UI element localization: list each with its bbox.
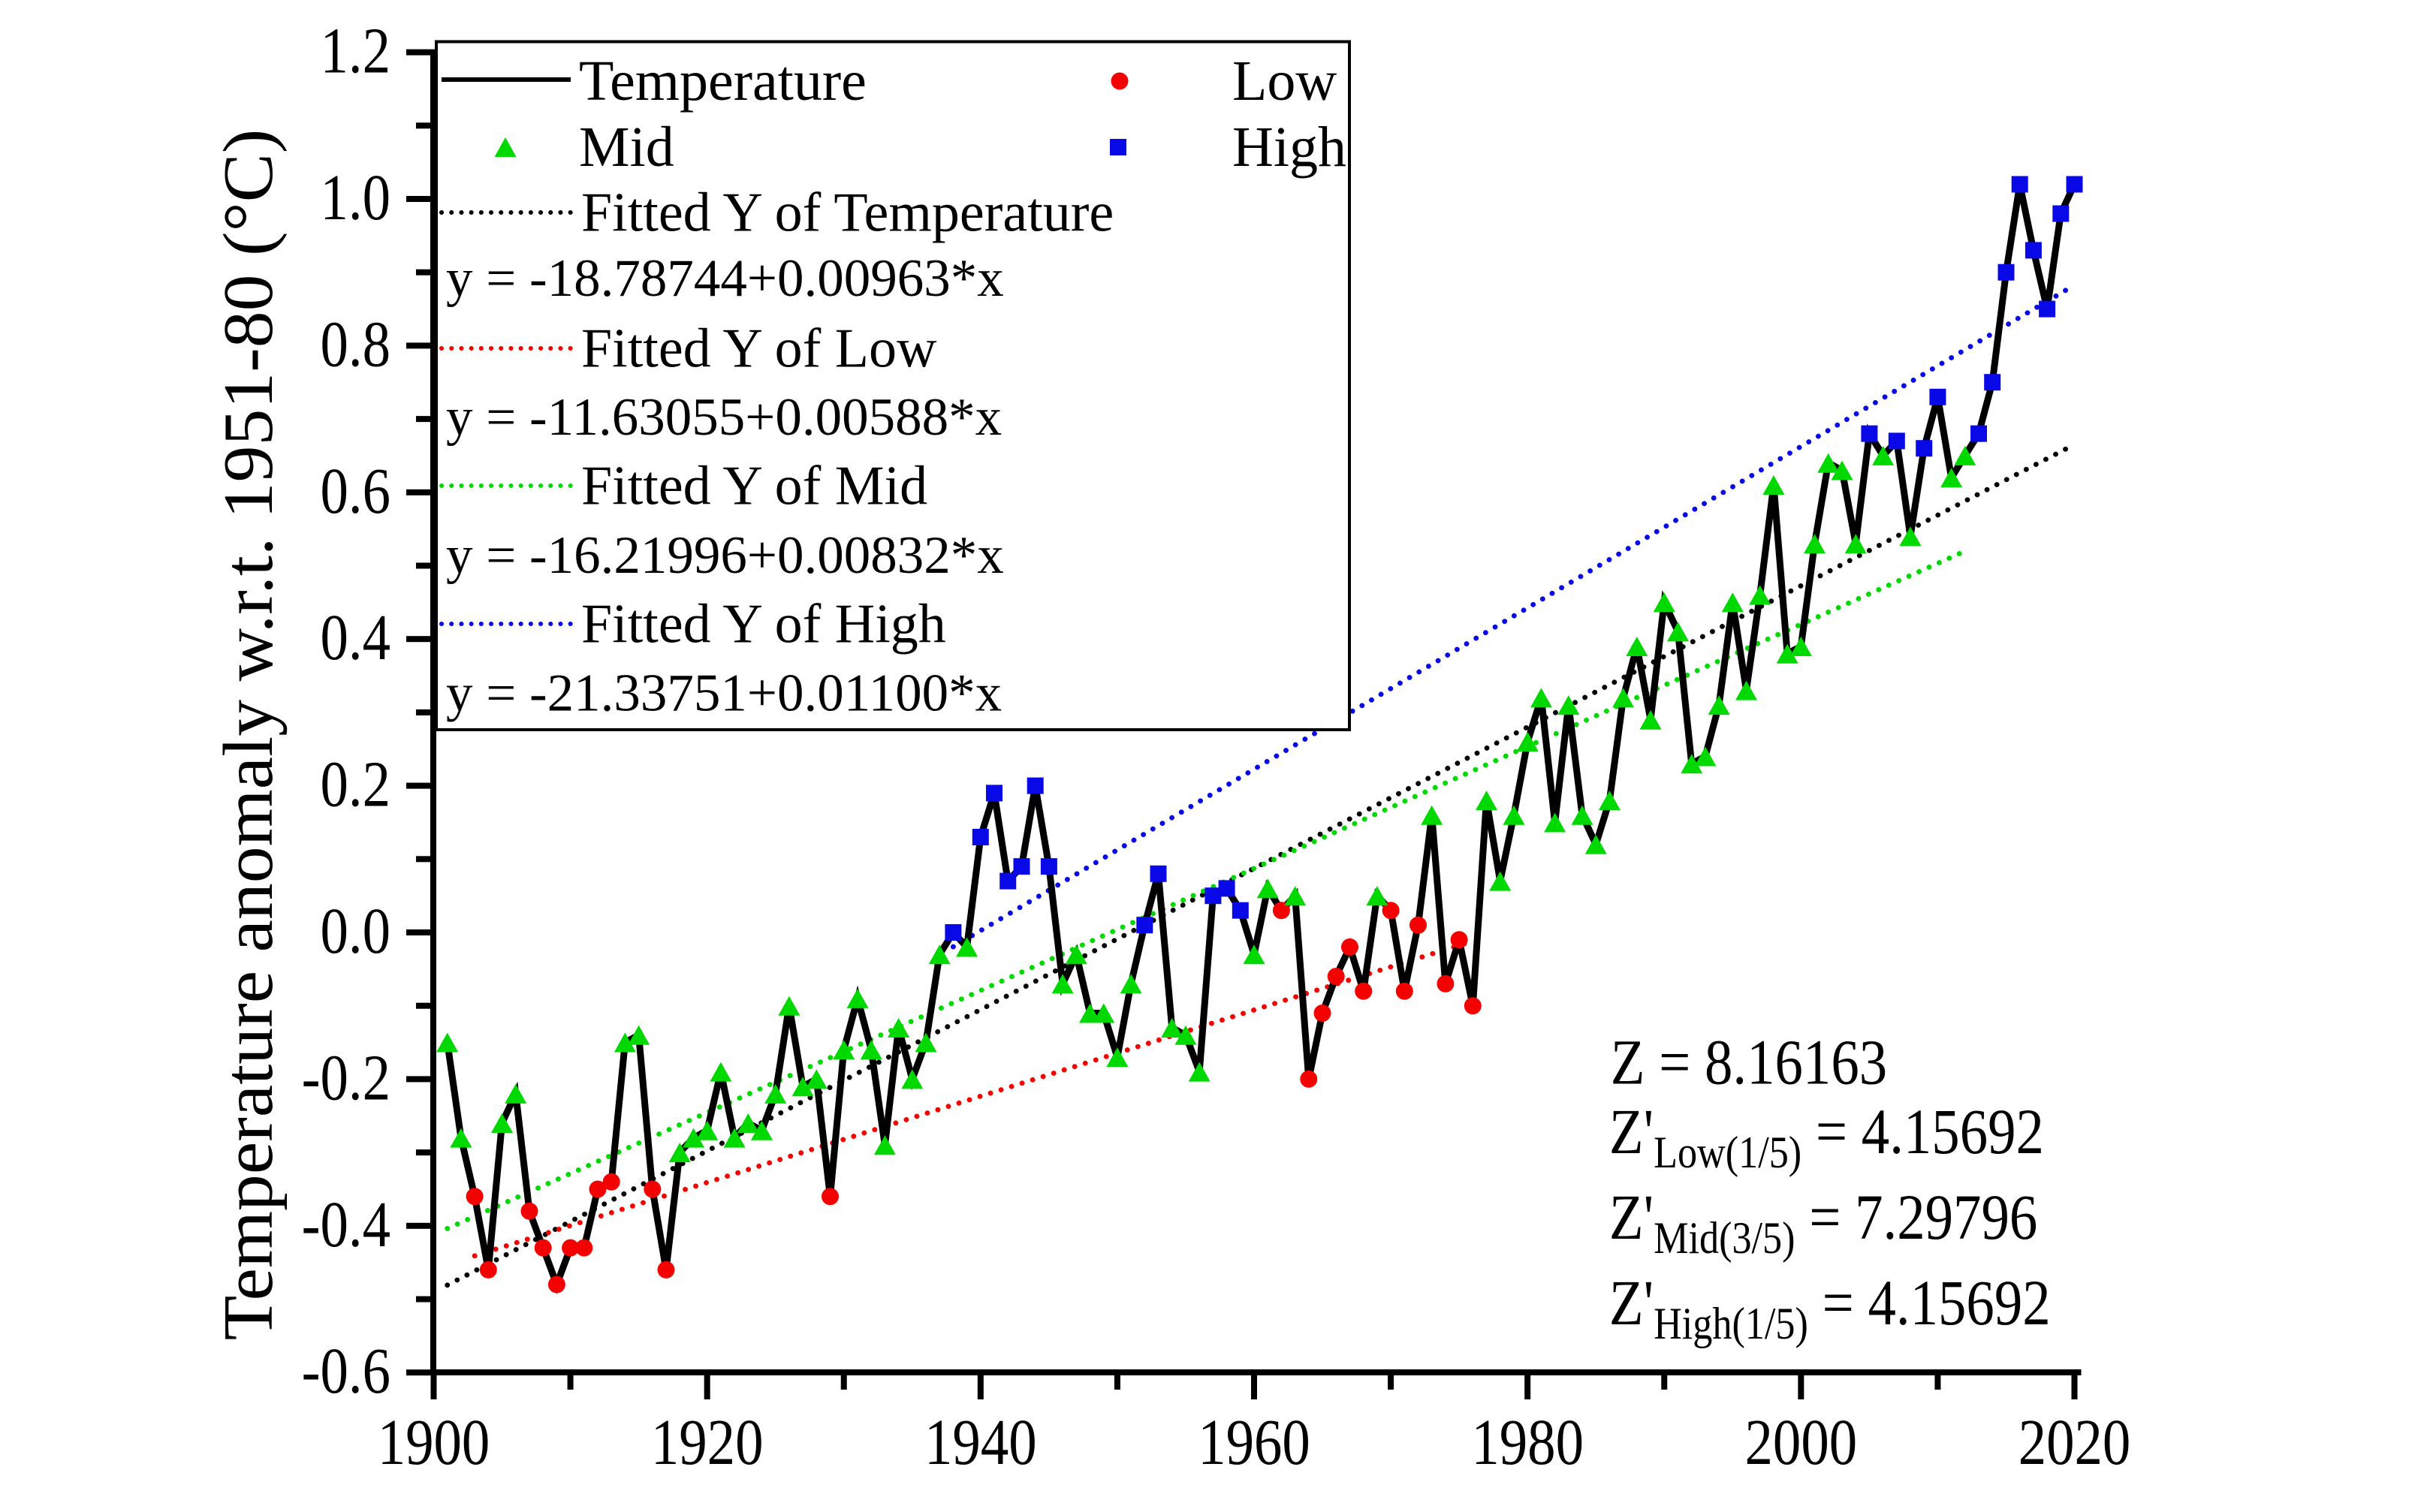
svg-text:-0.6: -0.6: [302, 1335, 390, 1408]
svg-text:-0.4: -0.4: [302, 1188, 390, 1261]
svg-text:2000: 2000: [1745, 1406, 1858, 1479]
svg-text:0.6: 0.6: [320, 455, 390, 528]
svg-text:0.2: 0.2: [320, 748, 390, 821]
svg-text:1960: 1960: [1198, 1406, 1310, 1479]
svg-text:Mid: Mid: [579, 116, 674, 179]
svg-text:y = -16.21996+0.00832*x: y = -16.21996+0.00832*x: [446, 526, 1004, 585]
svg-text:High: High: [1232, 116, 1346, 179]
svg-text:Fitted Y of High: Fitted Y of High: [581, 594, 946, 655]
svg-text:-0.2: -0.2: [302, 1041, 390, 1114]
svg-text:Low: Low: [1232, 50, 1337, 113]
svg-text:0.8: 0.8: [320, 308, 390, 381]
svg-text:Fitted Y of Low: Fitted Y of Low: [581, 318, 937, 380]
svg-text:Temperature: Temperature: [579, 50, 867, 113]
svg-text:Fitted Y of Temperature: Fitted Y of Temperature: [581, 182, 1114, 244]
svg-text:Fitted Y of Mid: Fitted Y of Mid: [581, 456, 927, 517]
svg-text:Z = 8.16163: Z = 8.16163: [1611, 1027, 1887, 1098]
svg-text:y = -18.78744+0.00963*x: y = -18.78744+0.00963*x: [446, 249, 1004, 308]
svg-text:1900: 1900: [378, 1406, 490, 1479]
svg-text:1920: 1920: [651, 1406, 764, 1479]
svg-text:0.0: 0.0: [320, 895, 390, 968]
svg-text:y = -11.63055+0.00588*x: y = -11.63055+0.00588*x: [446, 388, 1002, 447]
svg-text:y = -21.33751+0.01100*x: y = -21.33751+0.01100*x: [446, 664, 1002, 723]
svg-text:2020: 2020: [2019, 1406, 2131, 1479]
svg-text:1.0: 1.0: [320, 161, 390, 234]
svg-text:0.4: 0.4: [320, 601, 390, 674]
svg-text:1.2: 1.2: [320, 14, 390, 87]
svg-text:1940: 1940: [924, 1406, 1037, 1479]
svg-text:1980: 1980: [1471, 1406, 1584, 1479]
svg-text:Temperature anomaly w.r.t. 195: Temperature anomaly w.r.t. 1951-80 (°C): [210, 129, 288, 1341]
